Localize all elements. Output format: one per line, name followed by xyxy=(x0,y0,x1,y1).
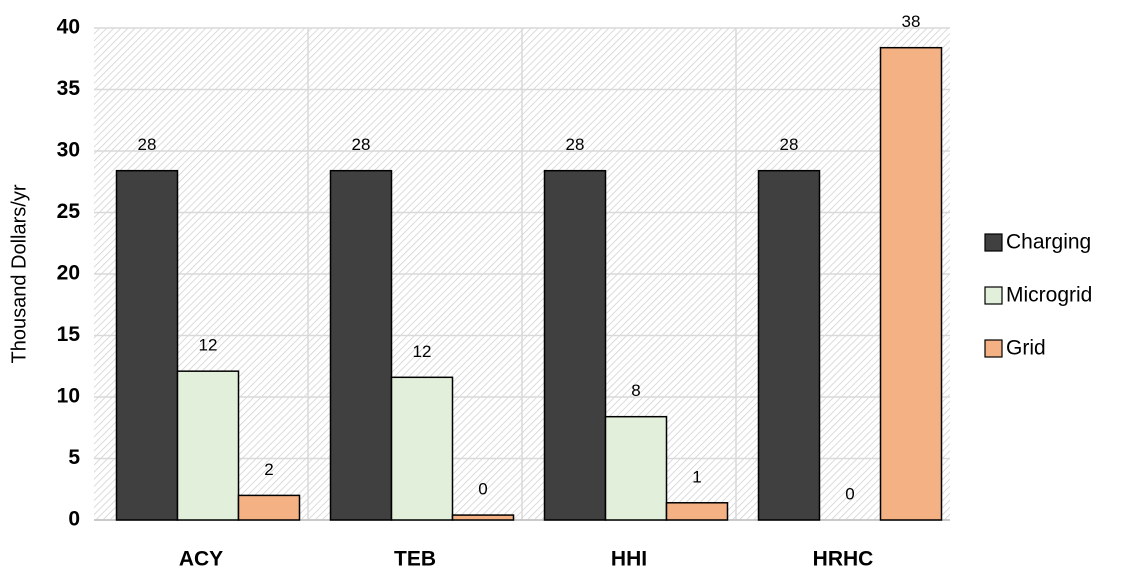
value-label: 28 xyxy=(352,135,371,154)
y-tick-label: 15 xyxy=(57,323,81,346)
bar xyxy=(451,514,515,521)
y-tick-label: 20 xyxy=(57,262,80,285)
y-tick-label: 0 xyxy=(68,508,80,531)
y-tick-label: 5 xyxy=(68,446,80,469)
value-label: 28 xyxy=(138,135,157,154)
y-tick-label: 40 xyxy=(57,16,80,39)
legend-label: Grid xyxy=(1006,337,1046,360)
bar xyxy=(329,169,393,521)
value-label: 2 xyxy=(264,460,273,479)
x-tick-label: HHI xyxy=(611,548,647,571)
legend-swatch xyxy=(984,339,1003,358)
y-axis-title: Thousand Dollars/yr xyxy=(8,184,30,363)
bar xyxy=(604,415,668,521)
value-label: 1 xyxy=(692,467,701,486)
value-label: 0 xyxy=(478,480,487,499)
value-label: 28 xyxy=(566,135,585,154)
legend-swatch xyxy=(984,233,1003,252)
legend-label: Microgrid xyxy=(1006,284,1092,307)
bar xyxy=(757,169,821,521)
y-tick-label: 30 xyxy=(57,139,80,162)
bar xyxy=(543,169,607,521)
x-tick-label: TEB xyxy=(394,548,436,571)
x-tick-label: ACY xyxy=(179,548,223,571)
bar xyxy=(237,494,301,521)
value-label: 12 xyxy=(199,336,218,355)
bar xyxy=(390,376,454,521)
value-label: 8 xyxy=(631,381,640,400)
value-label: 38 xyxy=(902,12,921,31)
legend-label: Charging xyxy=(1006,231,1091,254)
y-tick-label: 35 xyxy=(57,77,81,100)
value-label: 28 xyxy=(780,135,799,154)
value-label: 0 xyxy=(845,484,854,503)
bar xyxy=(115,169,179,521)
value-label: 12 xyxy=(413,342,432,361)
y-tick-label: 25 xyxy=(57,200,81,223)
x-tick-label: HRHC xyxy=(813,548,874,571)
y-tick-label: 10 xyxy=(57,385,80,408)
bar xyxy=(879,46,943,521)
bar xyxy=(176,370,240,521)
legend-swatch xyxy=(984,286,1003,305)
bar xyxy=(665,502,729,521)
